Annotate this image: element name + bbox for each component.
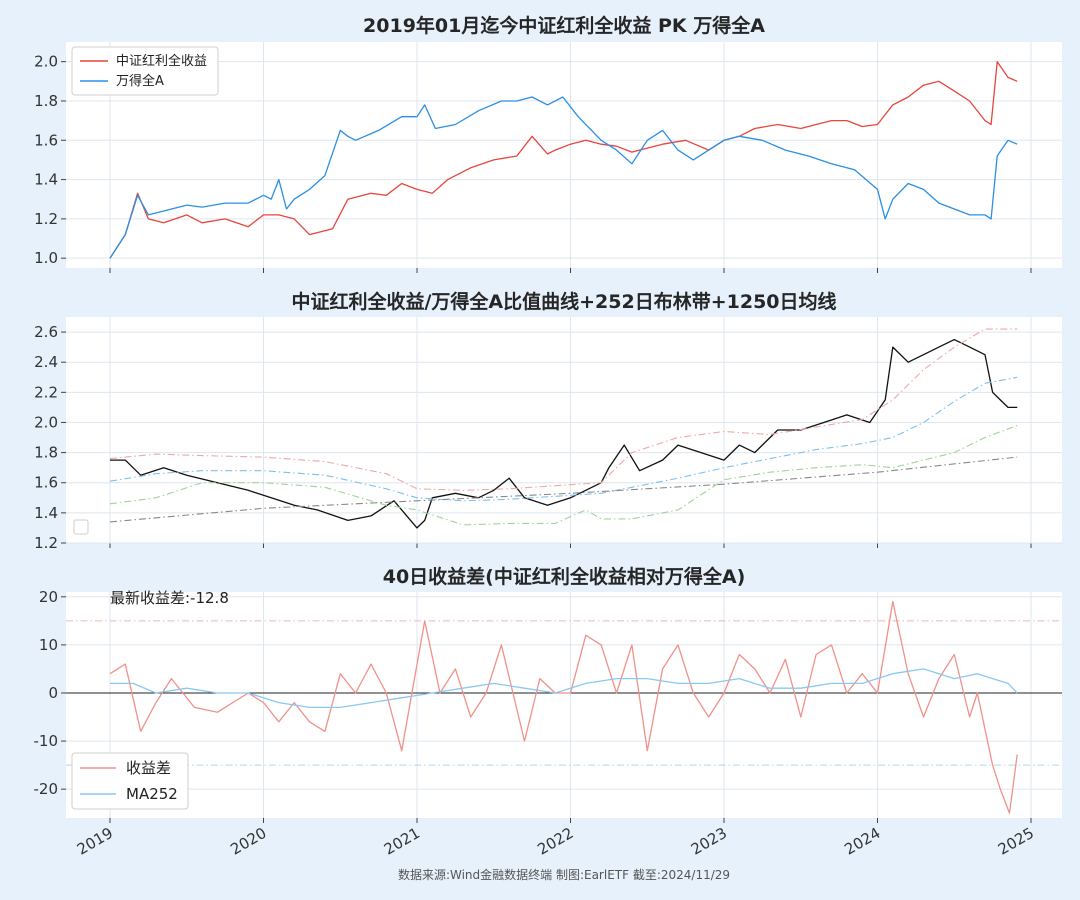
y-tick-label: 1.8: [34, 444, 58, 462]
legend-label: MA252: [126, 785, 178, 803]
y-tick-label: -20: [34, 780, 59, 798]
series-line-2: [109, 328, 1018, 491]
y-tick-label: 1.6: [34, 474, 58, 492]
series-line-4: [109, 424, 1018, 526]
y-tick-label: 1.4: [34, 171, 58, 189]
series-line-2: [109, 96, 1018, 259]
y-tick-label: 1.0: [34, 249, 58, 267]
y-tick-label: -10: [34, 732, 59, 750]
chart-panel-3: -20 -10 0 10 20 40日收益差(中证红利全收益相对万得全A) 最新收益差:-1…: [34, 565, 1062, 823]
x-tick-label: 2022: [534, 824, 576, 859]
chart-panel-1: 1.0 1.2 1.4 1.6 1.8 2.0 2019年01月迄今中证红利全收益 PK 万…: [34, 14, 1062, 273]
x-tick-label: 2021: [381, 824, 423, 859]
y-tick-label: 0: [48, 684, 58, 702]
plot-area: [66, 42, 1062, 268]
x-tick-label: 2024: [841, 824, 883, 859]
y-tick-label: 2.0: [34, 413, 58, 431]
legend-chart-3: 收益差 MA252: [71, 752, 189, 810]
series-line-1: [109, 61, 1018, 259]
chart-title: 2019年01月迄今中证红利全收益 PK 万得全A: [363, 14, 765, 37]
series-line-1: [109, 600, 1018, 814]
legend-label: 中证红利全收益: [116, 53, 207, 69]
legend-label: 收益差: [126, 759, 171, 777]
y-tick-label: 1.2: [34, 210, 58, 228]
x-tick-label: 2019: [74, 824, 116, 859]
legend-chart-2: [73, 519, 89, 535]
x-tick-label: 2025: [995, 824, 1037, 859]
source-footer: 数据来源:Wind金融数据终端 制图:EarlETF 截至:2024/11/29: [398, 867, 730, 882]
legend-box: [71, 46, 219, 96]
legend-box: [71, 752, 189, 810]
series-line-1: [110, 338, 1018, 529]
series-line-5: [109, 456, 1018, 523]
chart-panel-2: 1.2 1.4 1.6 1.8 2.0 2.2 2.4 2.6 中证红利全收益/万得全A比值曲线…: [34, 290, 1062, 552]
y-tick-label: 20: [39, 588, 58, 606]
y-tick-label: 10: [39, 636, 58, 654]
chart-title: 40日收益差(中证红利全收益相对万得全A): [383, 565, 746, 588]
y-tick-label: 2.4: [34, 353, 58, 371]
x-tick-label: 2020: [227, 824, 269, 859]
y-tick-label: 2.2: [34, 383, 58, 401]
latest-diff-annotation: 最新收益差:-12.8: [110, 589, 229, 607]
y-tick-label: 1.2: [34, 534, 58, 552]
y-tick-label: 1.6: [34, 131, 58, 149]
y-tick-label: 1.4: [34, 504, 58, 522]
y-tick-label: 2.6: [34, 323, 58, 341]
series-line-2: [110, 668, 1018, 709]
legend-label: 万得全A: [116, 73, 164, 89]
plot-area: [66, 317, 1062, 543]
x-tick-label: 2023: [688, 824, 730, 859]
legend-box: [73, 519, 89, 535]
y-tick-label: 2.0: [34, 53, 58, 71]
y-tick-label: 1.8: [34, 92, 58, 110]
chart-title: 中证红利全收益/万得全A比值曲线+252日布林带+1250日均线: [291, 290, 836, 313]
plot-area: [66, 592, 1062, 818]
